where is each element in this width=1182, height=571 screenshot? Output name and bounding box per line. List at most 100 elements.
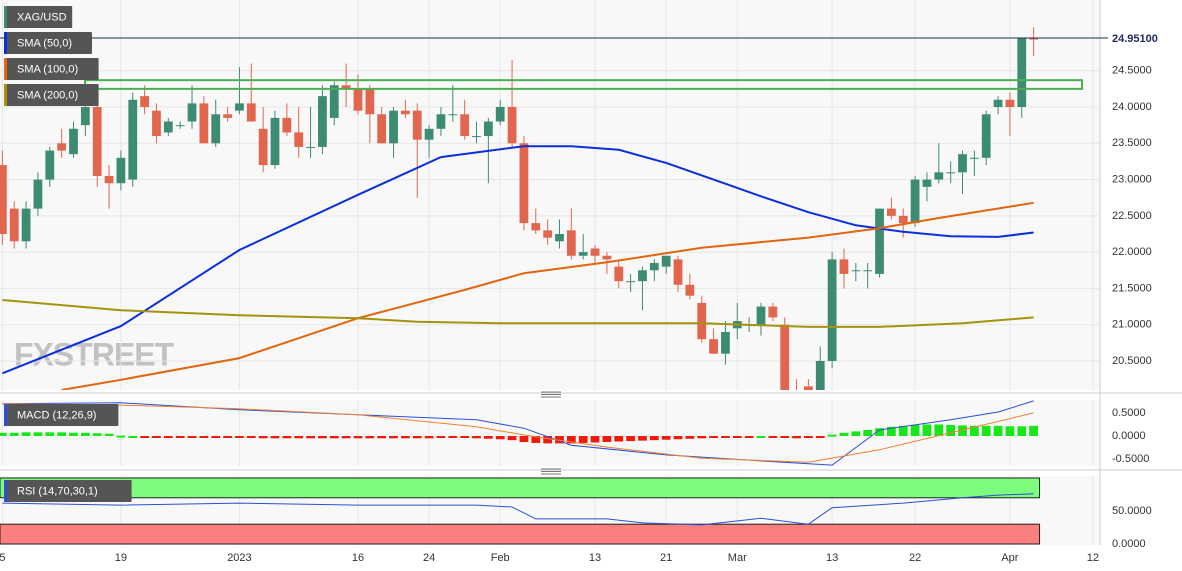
legend-box [4,404,119,426]
histogram-bar [294,436,304,439]
legend-swatch [4,58,7,80]
candle-body [69,128,78,155]
candle-body [80,107,90,126]
histogram-bar [0,432,7,436]
histogram-bar [306,436,315,439]
histogram-bar [543,436,553,444]
histogram-bar [815,436,825,438]
x-tick-label: 24 [423,552,435,564]
plot-area [0,27,1100,390]
candle-body [638,270,647,282]
legend-swatch [4,404,7,426]
legend-swatch [4,480,7,502]
candle-body [507,107,517,144]
candle-body [0,165,7,234]
candle-body [958,154,967,173]
candle-body [460,114,470,137]
candle-body [543,230,553,238]
legend-box [4,84,99,106]
resize-grip[interactable] [541,468,561,475]
candle-body [875,208,884,274]
histogram-bar [721,436,730,438]
histogram-bar [886,426,896,436]
candle-body [9,208,19,242]
histogram-bar [21,432,31,436]
candle-body [649,263,659,271]
candle-body [626,281,635,283]
histogram-bar [507,436,517,441]
candle-body [922,179,932,187]
histogram-bar [163,436,173,438]
legend-label: SMA (100,0) [17,63,78,75]
histogram-bar [602,436,612,442]
candle-body [685,284,695,296]
histogram-bar [709,436,718,438]
indicator-line [2,493,1034,526]
candle-body [697,302,707,340]
histogram-bar [922,424,932,436]
candle-body [223,114,232,118]
histogram-bar [910,424,920,436]
histogram-bar [472,436,481,439]
histogram-bar [661,436,671,440]
histogram-bar [460,436,470,438]
y-tick-label: 22.0000 [1112,246,1152,258]
histogram-bar [958,425,967,436]
candle-body [92,107,102,176]
histogram-bar [9,432,19,436]
histogram-bar [365,436,375,439]
candle-body [483,121,493,137]
histogram-bar [839,432,849,436]
histogram-bar [401,436,410,439]
histogram-bar [898,425,908,436]
candle-body [116,157,126,184]
candle-body [235,103,244,111]
histogram-bar [258,436,268,439]
histogram-bar [140,436,149,438]
indicator-line [61,201,1034,390]
candle-body [578,252,588,256]
candle-body [555,234,564,242]
histogram-bar [744,436,754,438]
candle-body [768,306,778,318]
histogram-bar [768,436,778,438]
candle-body [815,360,825,390]
y-tick-label: 24.0000 [1112,101,1152,113]
resize-grip[interactable] [541,391,561,398]
histogram-bar [377,436,387,439]
candle-body [839,259,849,274]
histogram-bar [69,432,78,436]
legend-label: SMA (200,0) [17,89,78,101]
histogram-bar [685,436,695,439]
candle-body [353,88,363,111]
candle-body [436,114,446,129]
candle-body [187,103,197,122]
histogram-bar [969,425,979,436]
candle-body [152,110,161,137]
candle-body [318,96,327,147]
histogram-bar [282,436,292,439]
candle-body [827,259,837,361]
histogram-bar [80,432,90,436]
candle-body [993,99,1003,108]
histogram-bar [235,436,244,438]
histogram-bar [57,432,67,436]
histogram-bar [424,436,434,439]
indicator-line [2,403,1034,463]
legend-label: RSI (14,70,30,1) [17,485,98,497]
candle-body [910,179,920,224]
histogram-bar [33,432,43,436]
y-tick-label: 50.0000 [1112,505,1152,517]
histogram-bar [318,436,327,439]
candle-body [377,114,387,144]
price-panel [0,0,1100,390]
legend-box [4,480,132,502]
x-tick-label: 13 [826,552,838,564]
candle-body [258,128,268,166]
y-tick-label: 0.0000 [1112,538,1146,550]
candle-body [365,88,375,115]
candle-body [709,339,718,354]
y-tick-label: 21.5000 [1112,282,1152,294]
histogram-bar [246,436,256,438]
candle-body [57,143,67,151]
